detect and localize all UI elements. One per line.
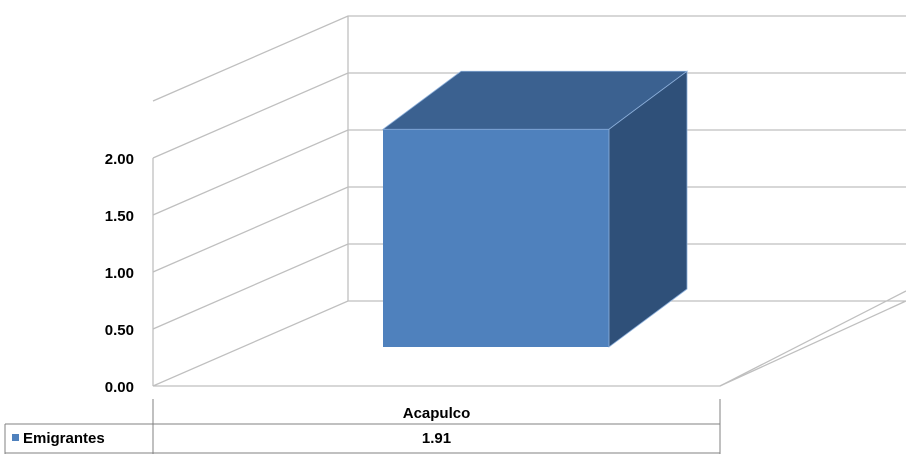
y-tick-label: 0.50 (105, 322, 134, 339)
series-label: Emigrantes (23, 430, 105, 447)
bar-side (608, 70, 688, 348)
y-tick-label: 0.00 (105, 379, 134, 396)
chart-gridlines (152, 15, 906, 386)
floor-right-edge (719, 290, 906, 387)
chart-bars (381, 70, 689, 348)
data-table: Acapulco Emigrantes 1.91 (4, 399, 721, 454)
y-tick-label: 1.00 (105, 265, 134, 282)
data-value-label: 1.91 (422, 430, 451, 447)
legend-key (12, 434, 19, 441)
y-axis-tick-labels: 0.00 0.50 1.00 1.50 2.00 (105, 151, 134, 396)
y-tick-label: 1.50 (105, 208, 134, 225)
y-tick-label: 2.00 (105, 151, 134, 168)
x-category-label: Acapulco (403, 405, 471, 422)
bar-front (383, 129, 609, 347)
